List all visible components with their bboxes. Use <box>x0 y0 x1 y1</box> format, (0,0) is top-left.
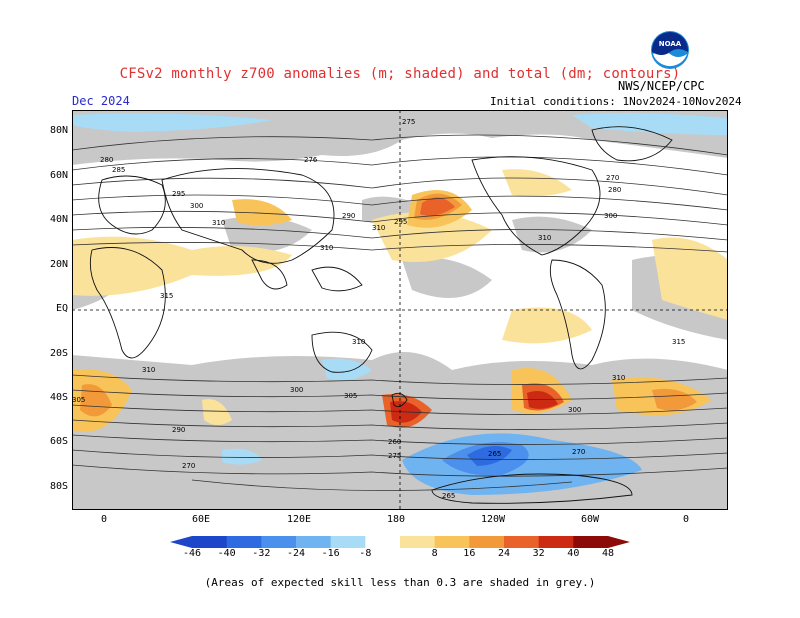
contour-label: 305 <box>72 396 85 404</box>
initial-conditions: Initial conditions: 1Nov2024-10Nov2024 <box>490 95 742 108</box>
colorbar-segment <box>504 536 540 548</box>
colorbar-right-arrow <box>608 536 630 548</box>
lat-label: 80S <box>49 481 68 492</box>
chart-title: CFSv2 monthly z700 anomalies (m; shaded)… <box>119 66 681 82</box>
colorbar-tick-label: 24 <box>497 548 511 559</box>
lat-label: 60N <box>49 170 68 181</box>
contour-label: 280 <box>100 156 113 164</box>
contour-label-group: 275 276 280 285 295 300 310 310 290 310 … <box>72 118 685 500</box>
contour-label: 275 <box>402 118 415 126</box>
contour-label: 315 <box>672 338 685 346</box>
contour-label: 260 <box>388 438 401 446</box>
lat-label: 40N <box>49 214 68 225</box>
negative-anomalies <box>72 113 728 495</box>
contour-label: 270 <box>572 448 585 456</box>
colorbar <box>170 536 630 548</box>
colorbar-segment <box>573 536 609 548</box>
colorbar-left-arrow <box>170 536 192 548</box>
colorbar-segment <box>400 536 436 548</box>
contour-label: 300 <box>190 202 203 210</box>
contour-label: 300 <box>604 212 617 220</box>
colorbar-tick-label: 40 <box>567 548 580 559</box>
lon-label: 0 <box>682 514 690 525</box>
lon-label: 120W <box>480 514 506 525</box>
contour-label: 310 <box>320 244 333 252</box>
lon-label: 60W <box>580 514 600 525</box>
colorbar-segment <box>365 536 401 548</box>
contour-label: 310 <box>372 224 385 232</box>
contour-label: 315 <box>160 292 173 300</box>
map-panel: 275 276 280 285 295 300 310 310 290 310 … <box>72 110 728 510</box>
contour-label: 285 <box>112 166 125 174</box>
contour-label: 305 <box>344 392 357 400</box>
lat-label: 80N <box>49 125 68 136</box>
contour-label: 290 <box>342 212 355 220</box>
lat-label: 40S <box>49 392 68 403</box>
contour-label: 265 <box>488 450 501 458</box>
colorbar-segment <box>261 536 297 548</box>
colorbar-tick-label: 32 <box>532 548 545 559</box>
colorbar-tick-label: 48 <box>601 548 615 559</box>
colorbar-tick-label: 16 <box>463 548 476 559</box>
colorbar-segment <box>434 536 470 548</box>
lat-label: EQ <box>55 303 68 314</box>
contour-label: 290 <box>172 426 185 434</box>
lat-label: 20S <box>49 348 68 359</box>
coastlines <box>89 126 673 504</box>
colorbar-tick-label: -8 <box>359 548 372 559</box>
contour-label: 310 <box>612 374 625 382</box>
colorbar-segment <box>226 536 262 548</box>
colorbar-segment <box>538 536 574 548</box>
lat-label: 20N <box>49 259 68 270</box>
colorbar-tick-label: -16 <box>321 548 340 559</box>
contour-label: 310 <box>538 234 551 242</box>
colorbar-segment <box>192 536 228 548</box>
svg-text:NOAA: NOAA <box>659 40 682 48</box>
colorbar-tick-label: -32 <box>252 548 271 559</box>
contour-label: 310 <box>212 219 225 227</box>
contour-label: 300 <box>568 406 581 414</box>
colorbar-tick-label: -40 <box>217 548 236 559</box>
height-contours <box>72 134 728 491</box>
contour-label: 310 <box>352 338 365 346</box>
map-frame <box>72 110 728 510</box>
agency-label: NWS/NCEP/CPC <box>618 79 705 93</box>
contour-label: 310 <box>142 366 155 374</box>
contour-label: 300 <box>290 386 303 394</box>
contour-label: 265 <box>442 492 455 500</box>
colorbar-segment <box>296 536 332 548</box>
lon-label: 60E <box>191 514 211 525</box>
noaa-logo: NOAA <box>651 31 689 69</box>
lon-label: 0 <box>100 514 108 525</box>
contour-label: 276 <box>304 156 318 164</box>
skill-note: (Areas of expected skill less than 0.3 a… <box>204 576 596 589</box>
contour-label: 295 <box>172 190 185 198</box>
lon-label: 120E <box>286 514 312 525</box>
contour-label: 275 <box>388 452 401 460</box>
lon-label: 180 <box>386 514 406 525</box>
contour-label: 270 <box>606 174 619 182</box>
contour-label: 270 <box>182 462 195 470</box>
colorbar-segment <box>330 536 366 548</box>
contour-label: 280 <box>608 186 621 194</box>
colorbar-segment <box>469 536 505 548</box>
colorbar-tick-label: 8 <box>431 548 438 559</box>
lat-label: 60S <box>49 436 68 447</box>
colorbar-tick-label: -24 <box>286 548 306 559</box>
colorbar-tick-label: -46 <box>182 548 202 559</box>
contour-label: 295 <box>394 218 407 226</box>
forecast-month: Dec 2024 <box>72 94 130 108</box>
